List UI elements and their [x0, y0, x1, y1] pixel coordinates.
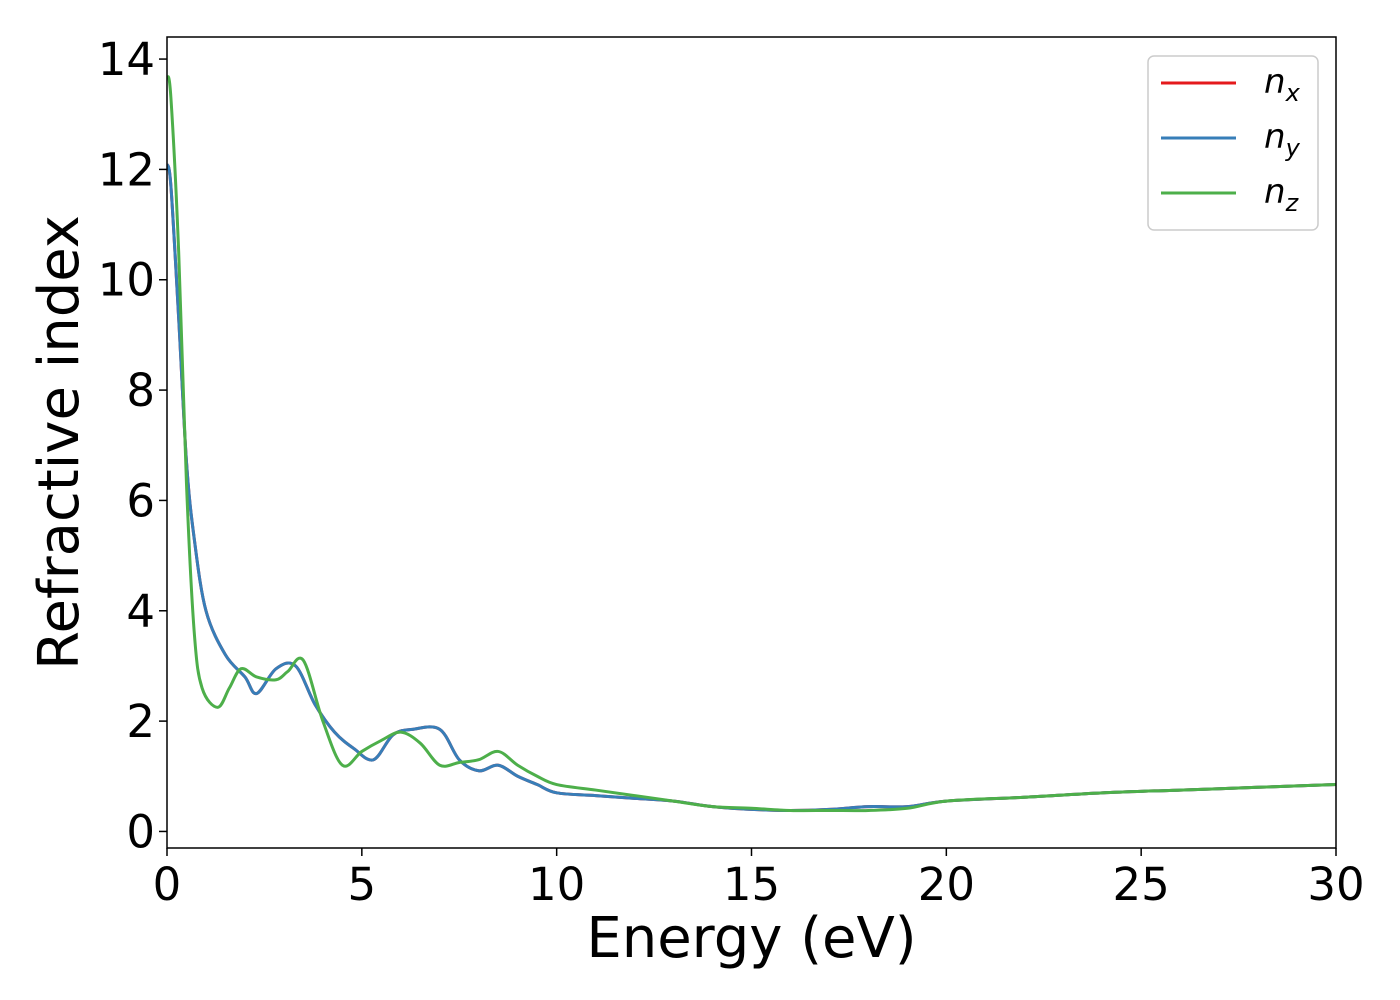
x-tick-label: 5: [348, 858, 377, 911]
legend-label-main: n: [1264, 172, 1286, 212]
legend-label-main: n: [1264, 117, 1286, 157]
legend-label-nz: nz: [1264, 172, 1300, 217]
legend-label-main: n: [1264, 62, 1286, 102]
series-line-ny: [167, 163, 1336, 812]
series-line-nz: [167, 74, 1336, 813]
plot-area: [167, 74, 1336, 813]
y-tick-label: 12: [98, 143, 155, 196]
legend-box: [1147, 55, 1319, 231]
legend-label-nx: nx: [1264, 62, 1301, 107]
y-tick-label: 4: [126, 585, 155, 638]
x-tick-label: 25: [1113, 858, 1170, 911]
legend-label-subscript: z: [1285, 189, 1300, 217]
legend-label-subscript: y: [1285, 134, 1301, 162]
y-tick-label: 10: [98, 254, 155, 307]
x-axis: 0 5 10 15 20 25 30: [153, 848, 1365, 911]
series-line-nx: [167, 163, 1336, 812]
y-tick-label: 8: [126, 364, 155, 417]
y-tick-label: 0: [126, 805, 155, 858]
y-tick-label: 2: [126, 695, 155, 748]
x-axis-label: Energy (eV): [586, 906, 916, 971]
legend-label-subscript: x: [1285, 79, 1301, 107]
y-axis: 0 2 4 6 8 10 12 14: [98, 33, 167, 858]
legend-label-ny: ny: [1264, 117, 1301, 162]
y-tick-label: 14: [98, 33, 155, 86]
y-axis-label: Refractive index: [27, 215, 92, 670]
x-tick-label: 20: [918, 858, 975, 911]
x-tick-label: 30: [1307, 858, 1364, 911]
y-tick-label: 6: [126, 474, 155, 527]
x-tick-label: 0: [153, 858, 182, 911]
x-tick-label: 10: [528, 858, 585, 911]
x-tick-label: 15: [723, 858, 780, 911]
